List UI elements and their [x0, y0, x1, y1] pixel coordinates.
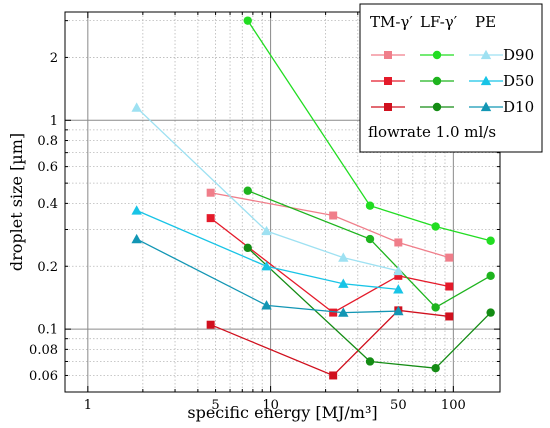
y-tick-label: 0.08 — [29, 343, 58, 358]
series-lf-d10 — [243, 243, 495, 373]
series-layer — [131, 16, 495, 380]
x-tick-label: 10 — [262, 398, 279, 413]
data-point-pe-d50 — [131, 205, 142, 215]
data-point-pe-d90 — [261, 225, 272, 236]
x-tick-label: 100 — [441, 398, 466, 413]
legend-swatch-marker — [432, 102, 442, 112]
data-point-lf-d90 — [431, 222, 440, 231]
series-tm-d90 — [206, 188, 454, 262]
legend-row-d90: D90 — [503, 46, 534, 64]
legend-swatch-marker — [384, 51, 392, 59]
y-tick-label: 0.06 — [29, 369, 58, 384]
y-tick-label: 0.8 — [37, 134, 58, 149]
series-line-pe-d90 — [136, 107, 399, 272]
data-point-pe-d10 — [131, 233, 142, 244]
y-tick-label: 0.2 — [37, 260, 58, 275]
data-point-lf-d90 — [486, 236, 495, 245]
data-point-lf-d10 — [431, 364, 440, 373]
x-axis-title: specific energy [MJ/m³] — [187, 403, 377, 422]
data-point-tm-d90 — [394, 238, 403, 247]
data-point-pe-d50 — [261, 261, 272, 271]
axis-ticks: 1 10 100 5 50 0.06 0.08 0.1 0.2 0.4 0.6 0.8 1 2 — [29, 12, 500, 413]
legend-swatch-marker — [480, 75, 492, 86]
series-pe-d10 — [131, 233, 404, 317]
data-point-tm-d50 — [445, 282, 454, 291]
data-point-pe-d50 — [338, 278, 349, 288]
data-point-tm-d10 — [206, 320, 215, 329]
series-lf-d90 — [243, 16, 495, 245]
y-tick-label: 0.1 — [37, 323, 58, 338]
data-point-tm-d90 — [329, 211, 338, 220]
data-point-lf-d50 — [431, 303, 440, 312]
legend-header-pe: PE — [475, 13, 496, 31]
series-pe-d50 — [131, 205, 404, 294]
data-point-tm-d50 — [329, 308, 338, 317]
data-point-pe-d50 — [393, 284, 404, 294]
legend-swatches — [371, 49, 503, 112]
y-tick-label: 1 — [50, 114, 58, 129]
series-lf-d50 — [243, 186, 495, 312]
data-point-lf-d90 — [365, 201, 375, 210]
data-point-tm-d90 — [445, 253, 454, 262]
data-point-pe-d10 — [338, 307, 349, 317]
data-point-pe-d90 — [338, 252, 349, 262]
data-point-lf-d50 — [486, 271, 495, 281]
legend-row-d10: D10 — [503, 98, 534, 116]
legend: TM-γ′ LF-γ′ PE D90 D50 D10 flowrate 1.0 … — [359, 3, 543, 153]
legend-swatch-marker — [480, 49, 492, 60]
series-line-lf-d10 — [247, 247, 492, 369]
series-pe-d90 — [131, 102, 404, 276]
data-point-pe-d10 — [261, 300, 272, 310]
data-point-pe-d90 — [131, 102, 142, 112]
x-tick-label: 5 — [211, 398, 219, 413]
legend-swatch-marker — [432, 50, 442, 60]
legend-swatch-marker — [432, 76, 442, 86]
series-tm-d50 — [206, 214, 454, 317]
series-line-tm-d90 — [210, 192, 450, 259]
series-line-tm-d10 — [210, 309, 450, 377]
legend-swatch-marker — [384, 77, 392, 85]
data-point-lf-d90 — [243, 16, 252, 25]
data-point-pe-d90 — [393, 265, 404, 276]
legend-flowrate-note: flowrate 1.0 ml/s — [368, 123, 496, 141]
series-line-lf-d90 — [247, 20, 491, 242]
data-point-tm-d10 — [445, 312, 454, 321]
legend-swatch-marker — [384, 103, 392, 111]
x-tick-label: 1 — [84, 398, 92, 413]
y-axis-title: droplet size [µm] — [7, 133, 26, 271]
data-point-tm-d50 — [206, 214, 215, 223]
series-line-lf-d50 — [247, 190, 491, 309]
data-point-tm-d50 — [394, 271, 403, 280]
data-point-tm-d90 — [206, 188, 215, 197]
data-point-lf-d50 — [243, 186, 252, 195]
y-tick-label: 0.4 — [37, 197, 58, 212]
series-line-pe-d50 — [136, 209, 399, 291]
data-point-tm-d10 — [329, 371, 338, 380]
y-tick-label: 0.6 — [37, 160, 58, 175]
y-tick-label: 2 — [50, 51, 58, 66]
series-line-tm-d50 — [210, 217, 450, 314]
data-point-lf-d50 — [365, 234, 375, 244]
plot-frame — [64, 11, 501, 393]
data-point-lf-d10 — [365, 357, 375, 366]
data-point-pe-d10 — [393, 305, 404, 316]
data-point-lf-d10 — [486, 308, 495, 317]
legend-row-d50: D50 — [503, 72, 534, 90]
legend-swatch-marker — [480, 101, 492, 112]
legend-header-tm: TM-γ′ — [370, 13, 413, 31]
series-line-pe-d10 — [136, 238, 399, 314]
data-point-lf-d10 — [243, 243, 252, 253]
legend-header-lf: LF-γ′ — [420, 13, 458, 31]
x-tick-label: 50 — [390, 398, 407, 413]
